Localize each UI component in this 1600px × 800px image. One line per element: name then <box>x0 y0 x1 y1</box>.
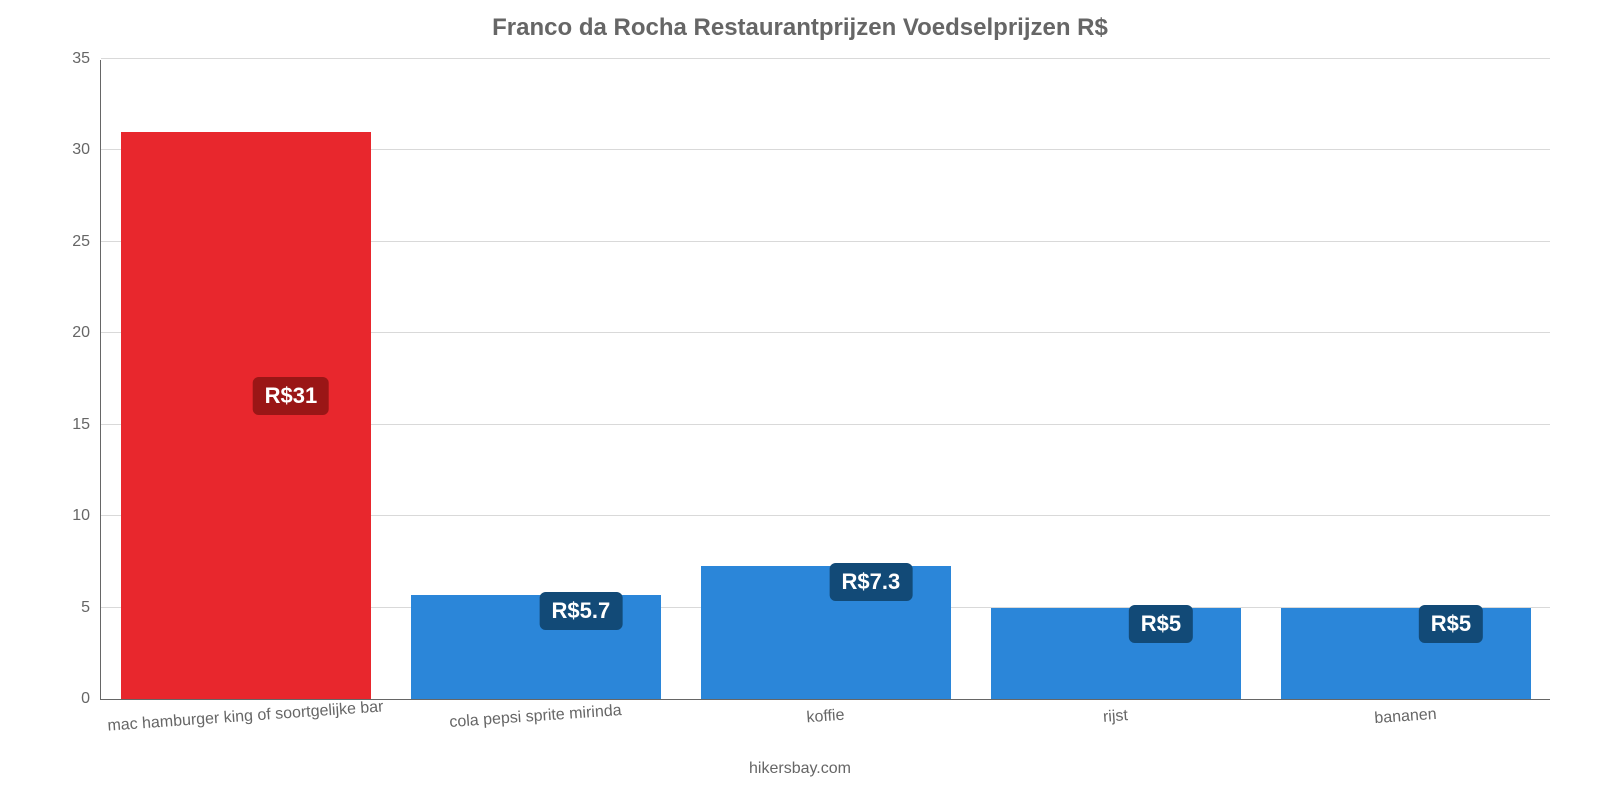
ytick-label: 25 <box>30 233 90 251</box>
value-badge: R$5.7 <box>540 592 623 630</box>
attribution-text: hikersbay.com <box>0 760 1600 778</box>
chart-container: Franco da Rocha Restaurantprijzen Voedse… <box>0 0 1600 800</box>
ytick-label: 35 <box>30 50 90 68</box>
value-badge: R$5 <box>1419 605 1483 643</box>
xtick-label: mac hamburger king of soortgelijke bar <box>85 697 404 737</box>
ytick-label: 0 <box>30 690 90 708</box>
bar <box>121 132 370 699</box>
bar <box>411 595 660 699</box>
bar <box>1281 608 1530 699</box>
value-badge: R$7.3 <box>830 563 913 601</box>
ytick-label: 20 <box>30 324 90 342</box>
xtick-label: bananen <box>1245 697 1564 737</box>
ytick-label: 30 <box>30 141 90 159</box>
ytick-label: 5 <box>30 599 90 617</box>
xtick-label: cola pepsi sprite mirinda <box>375 697 694 737</box>
grid-line <box>101 58 1550 59</box>
bar <box>991 608 1240 699</box>
ytick-label: 15 <box>30 416 90 434</box>
value-badge: R$5 <box>1129 605 1193 643</box>
chart-title: Franco da Rocha Restaurantprijzen Voedse… <box>0 0 1600 42</box>
bar <box>701 566 950 699</box>
xtick-label: rijst <box>955 697 1274 737</box>
plot-area: R$31 R$5.7 R$7.3 R$5 R$5 <box>100 60 1550 700</box>
ytick-label: 10 <box>30 507 90 525</box>
xtick-label: koffie <box>665 697 984 737</box>
value-badge: R$31 <box>253 377 330 415</box>
